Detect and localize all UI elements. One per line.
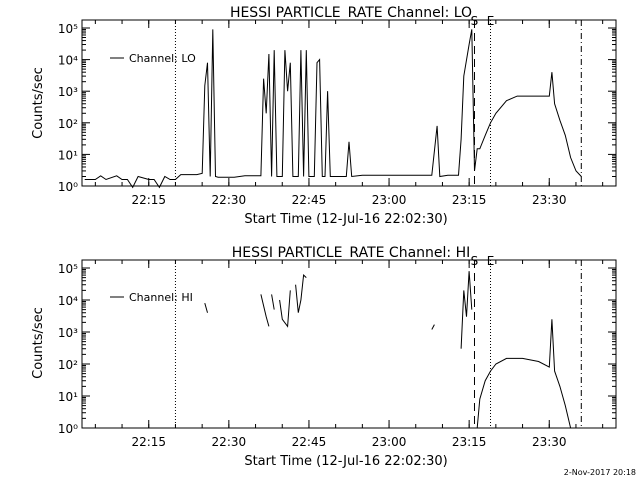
- x-tick-label-lo: 23:30: [532, 193, 567, 207]
- event-marker-label-hi: E: [487, 254, 495, 268]
- data-line-hi: [204, 302, 208, 313]
- y-tick-label-lo: 10⁰: [58, 180, 78, 194]
- legend-lo: Channel: LO: [110, 52, 196, 65]
- event-marker-label-lo: S: [471, 14, 479, 28]
- x-tick-label-lo: 23:00: [372, 193, 407, 207]
- y-tick-label-hi: 10²: [58, 358, 78, 372]
- x-tick-label-hi: 23:30: [532, 435, 567, 449]
- y-axis-label-hi: Counts/sec: [31, 307, 46, 379]
- x-axis-label-lo: Start Time (12-Jul-16 22:02:30): [244, 212, 447, 227]
- chart-title-lo: HESSI PARTICLE_RATE Channel: LO: [230, 5, 472, 21]
- series-group-hi: [204, 271, 572, 429]
- data-line-hi: [460, 271, 473, 349]
- footer-timestamp: 2-Nov-2017 20:18: [564, 468, 636, 477]
- legend-label-hi: Channel: HI: [129, 291, 193, 304]
- y-tick-label-lo: 10³: [58, 85, 78, 99]
- y-tick-label-hi: 10³: [58, 326, 78, 340]
- x-tick-label-lo: 23:15: [452, 193, 487, 207]
- x-tick-label-hi: 23:00: [372, 435, 407, 449]
- plot-frame-hi: [81, 259, 617, 429]
- data-line-hi: [295, 274, 307, 313]
- x-tick-label-lo: 22:45: [292, 193, 327, 207]
- y-tick-label-lo: 10¹: [58, 148, 78, 162]
- chart-panel-hi: HESSI PARTICLE_RATE Channel: HI Counts/s…: [31, 245, 617, 469]
- legend-hi: Channel: HI: [110, 291, 193, 304]
- legend-label-lo: Channel: LO: [129, 52, 196, 65]
- y-tick-label-hi: 10⁴: [58, 294, 78, 308]
- x-tick-label-lo: 22:15: [131, 193, 166, 207]
- chart-title-hi: HESSI PARTICLE_RATE Channel: HI: [232, 245, 470, 261]
- data-line-hi: [279, 290, 291, 328]
- chart-panel-lo: HESSI PARTICLE_RATE Channel: LO Counts/s…: [31, 5, 617, 227]
- y-tick-label-lo: 10⁵: [58, 22, 78, 36]
- data-line-hi: [271, 294, 275, 310]
- x-tick-label-hi: 22:15: [131, 435, 166, 449]
- event-marker-label-hi: S: [471, 254, 479, 268]
- tick-group-hi: 22:15 22:30 22:45 23:00 23:15 23:30 10⁰ 10¹ 10² 1…: [58, 260, 616, 449]
- y-axis-label-lo: Counts/sec: [31, 67, 46, 139]
- y-tick-label-hi: 10⁵: [58, 262, 78, 276]
- data-line-hi: [476, 319, 572, 429]
- x-axis-label-hi: Start Time (12-Jul-16 22:02:30): [244, 454, 447, 469]
- x-tick-label-hi: 22:30: [212, 435, 247, 449]
- x-tick-label-lo: 22:30: [212, 193, 247, 207]
- plot-frame-lo: [81, 19, 617, 187]
- tick-group-lo: 22:15 22:30 22:45 23:00 23:15 23:30 10⁰ 10¹ 10² 1…: [58, 20, 616, 207]
- y-tick-label-lo: 10²: [58, 117, 78, 131]
- data-line-lo: [84, 29, 582, 189]
- series-group-lo: [84, 29, 582, 189]
- data-line-hi: [260, 294, 270, 327]
- x-tick-label-hi: 22:45: [292, 435, 327, 449]
- y-tick-label-hi: 10⁰: [58, 422, 78, 436]
- y-tick-label-lo: 10⁴: [58, 54, 78, 68]
- y-tick-label-hi: 10¹: [58, 390, 78, 404]
- x-tick-label-hi: 23:15: [452, 435, 487, 449]
- event-marker-label-lo: E: [487, 14, 495, 28]
- data-line-hi: [431, 324, 435, 330]
